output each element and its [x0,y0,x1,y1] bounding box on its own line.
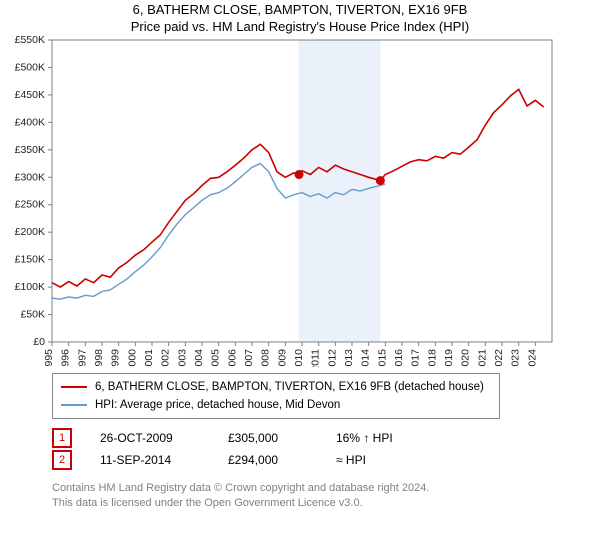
svg-text:2007: 2007 [243,349,255,367]
sale-hpi-delta: ≈ HPI [336,453,426,467]
svg-text:2006: 2006 [226,349,238,367]
footer-attribution: Contains HM Land Registry data © Crown c… [52,481,600,511]
legend: 6, BATHERM CLOSE, BAMPTON, TIVERTON, EX1… [52,373,500,419]
svg-text:2022: 2022 [493,349,505,367]
svg-text:£450K: £450K [15,89,45,101]
svg-text:2016: 2016 [393,349,405,367]
svg-text:2014: 2014 [360,349,372,367]
chart-container: { "title_line1": "6, BATHERM CLOSE, BAMP… [0,0,600,511]
svg-text:1999: 1999 [110,349,122,367]
svg-text:£250K: £250K [15,199,45,211]
svg-text:£50K: £50K [20,309,45,321]
svg-text:2008: 2008 [260,349,272,367]
svg-text:2013: 2013 [343,349,355,367]
legend-swatch [61,386,87,388]
svg-text:1997: 1997 [76,349,88,367]
sale-date: 11-SEP-2014 [100,453,200,467]
svg-text:£350K: £350K [15,144,45,156]
svg-text:£300K: £300K [15,171,45,183]
sale-price: £305,000 [228,431,308,445]
legend-item: HPI: Average price, detached house, Mid … [61,396,491,414]
svg-text:2004: 2004 [193,349,205,367]
chart-title-block: 6, BATHERM CLOSE, BAMPTON, TIVERTON, EX1… [0,0,600,34]
sale-row: 1 26-OCT-2009 £305,000 16% ↑ HPI [52,427,600,449]
footer-line: This data is licensed under the Open Gov… [52,496,600,511]
svg-text:2001: 2001 [143,349,155,367]
sale-marker-badge: 2 [52,450,72,470]
svg-text:2009: 2009 [276,349,288,367]
svg-text:£150K: £150K [15,254,45,266]
sales-table: 1 26-OCT-2009 £305,000 16% ↑ HPI 2 11-SE… [52,427,600,471]
svg-text:1996: 1996 [60,349,72,367]
legend-swatch [61,404,87,406]
sale-date: 26-OCT-2009 [100,431,200,445]
chart-plot-area: £0 £50K £100K £150K £200K £250K £300K £350K £400… [0,34,600,367]
svg-text:2000: 2000 [126,349,138,367]
sale-marker-badge: 1 [52,428,72,448]
title-subtitle: Price paid vs. HM Land Registry's House … [0,19,600,34]
svg-text:2011: 2011 [310,349,322,367]
legend-item: 6, BATHERM CLOSE, BAMPTON, TIVERTON, EX1… [61,378,491,396]
legend-label: 6, BATHERM CLOSE, BAMPTON, TIVERTON, EX1… [95,381,484,393]
svg-text:2019: 2019 [443,349,455,367]
svg-text:1998: 1998 [93,349,105,367]
svg-text:2017: 2017 [410,349,422,367]
sale-row: 2 11-SEP-2014 £294,000 ≈ HPI [52,449,600,471]
svg-text:2003: 2003 [176,349,188,367]
svg-text:2005: 2005 [210,349,222,367]
svg-text:£0: £0 [33,336,45,348]
svg-text:2024: 2024 [526,349,538,367]
svg-text:2023: 2023 [510,349,522,367]
price-hpi-line-chart: £0 £50K £100K £150K £200K £250K £300K £350K £400… [0,34,562,367]
svg-text:2018: 2018 [426,349,438,367]
footer-line: Contains HM Land Registry data © Crown c… [52,481,600,496]
svg-text:2015: 2015 [376,349,388,367]
sale-hpi-delta: 16% ↑ HPI [336,431,426,445]
svg-text:2002: 2002 [160,349,172,367]
svg-text:£400K: £400K [15,116,45,128]
svg-text:2021: 2021 [476,349,488,367]
sale-price: £294,000 [228,453,308,467]
svg-text:£500K: £500K [15,61,45,73]
svg-text:2010: 2010 [293,349,305,367]
svg-text:£200K: £200K [15,226,45,238]
svg-text:2020: 2020 [460,349,472,367]
title-address: 6, BATHERM CLOSE, BAMPTON, TIVERTON, EX1… [0,2,600,17]
svg-text:£100K: £100K [15,281,45,293]
svg-text:1995: 1995 [43,349,55,367]
svg-text:£550K: £550K [15,34,45,46]
legend-label: HPI: Average price, detached house, Mid … [95,399,340,411]
svg-text:2012: 2012 [326,349,338,367]
